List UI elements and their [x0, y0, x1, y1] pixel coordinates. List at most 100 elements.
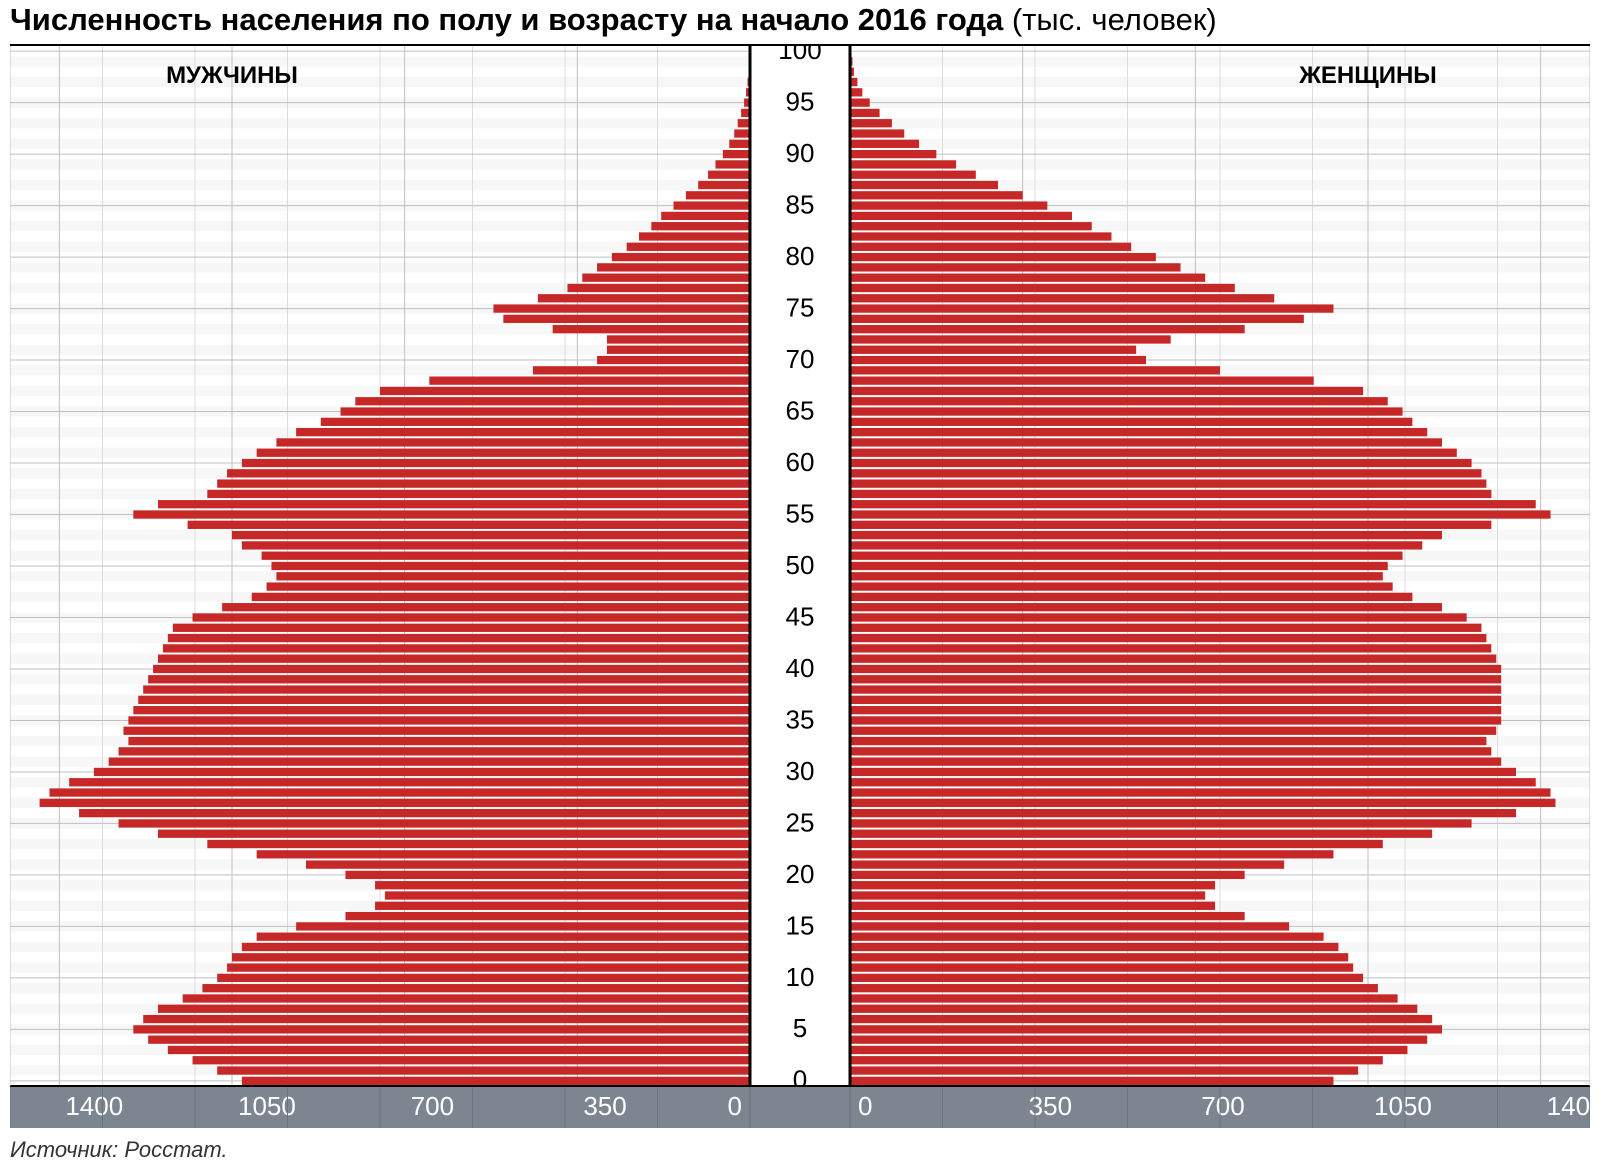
bar-men: [533, 366, 750, 374]
bar-men: [345, 912, 750, 920]
bar-men: [163, 644, 750, 652]
bar-women: [850, 799, 1555, 807]
bar-men: [257, 449, 750, 457]
bar-men: [49, 788, 750, 796]
bar-women: [850, 984, 1378, 992]
bar-women: [850, 603, 1442, 611]
bar-men: [94, 768, 750, 776]
bar-women: [850, 243, 1131, 251]
bar-women: [850, 1056, 1383, 1064]
bar-women: [850, 428, 1427, 436]
bar-women: [850, 140, 919, 148]
bar-women: [850, 150, 936, 158]
bar-men: [597, 356, 750, 364]
bar-women: [850, 706, 1501, 714]
bar-men: [133, 510, 750, 518]
bar-men: [128, 716, 750, 724]
bar-women: [850, 665, 1501, 673]
y-tick-label: 45: [786, 601, 815, 631]
bar-women: [850, 1025, 1442, 1033]
bar-women: [850, 438, 1442, 446]
bar-men: [40, 799, 750, 807]
bar-women: [850, 531, 1442, 539]
bar-women: [850, 963, 1353, 971]
bar-men: [207, 490, 750, 498]
y-tick-label: 55: [786, 498, 815, 528]
bar-men: [715, 160, 750, 168]
chart-title: Численность населения по полу и возрасту…: [10, 2, 1217, 38]
bar-men: [148, 675, 750, 683]
bar-women: [850, 191, 1023, 199]
bar-men: [123, 727, 750, 735]
bar-women: [850, 737, 1486, 745]
bar-women: [850, 294, 1274, 302]
bar-women: [850, 500, 1536, 508]
bar-men: [128, 737, 750, 745]
bar-men: [567, 284, 750, 292]
bar-women: [850, 552, 1403, 560]
bar-men: [242, 541, 750, 549]
bar-men: [708, 171, 750, 179]
bar-women: [850, 994, 1398, 1002]
bar-women: [850, 582, 1393, 590]
bar-women: [850, 613, 1467, 621]
bar-men: [612, 253, 750, 261]
bar-women: [850, 387, 1363, 395]
bar-men: [133, 706, 750, 714]
bar-men: [143, 1015, 750, 1023]
bar-men: [119, 819, 750, 827]
bar-men: [271, 562, 750, 570]
bar-men: [553, 325, 750, 333]
bar-men: [385, 891, 750, 899]
bar-men: [503, 315, 750, 323]
population-pyramid-chart: 1009590858075706560555045403530252015105…: [10, 44, 1590, 1128]
bar-women: [850, 304, 1333, 312]
x-tick-left: 350: [583, 1091, 626, 1121]
bar-women: [850, 891, 1205, 899]
bar-women: [850, 459, 1472, 467]
bar-women: [850, 747, 1491, 755]
bar-women: [850, 263, 1181, 271]
bar-men: [734, 129, 750, 137]
y-tick-label: 5: [793, 1013, 807, 1043]
bar-men: [538, 294, 750, 302]
bar-men: [639, 232, 750, 240]
y-tick-label: 10: [786, 962, 815, 992]
label-men: МУЖЧИНЫ: [166, 62, 298, 89]
y-tick-label: 70: [786, 344, 815, 374]
label-women: ЖЕНЩИНЫ: [1298, 62, 1437, 89]
bar-women: [850, 634, 1486, 642]
bar-men: [493, 304, 750, 312]
y-tick-label: 90: [786, 138, 815, 168]
bar-women: [850, 356, 1146, 364]
bar-women: [850, 933, 1324, 941]
bar-women: [850, 407, 1403, 415]
bar-women: [850, 655, 1496, 663]
bar-women: [850, 377, 1314, 385]
bar-men: [148, 1036, 750, 1044]
bar-women: [850, 232, 1111, 240]
bar-women: [850, 696, 1501, 704]
title-light: (тыс. человек): [1012, 2, 1217, 37]
bar-women: [850, 1077, 1333, 1085]
bar-men: [698, 181, 750, 189]
bar-women: [850, 222, 1092, 230]
bar-women: [850, 98, 870, 106]
bar-men: [207, 840, 750, 848]
bar-women: [850, 521, 1491, 529]
bar-women: [850, 469, 1481, 477]
y-tick-label: 85: [786, 189, 815, 219]
bar-men: [227, 963, 750, 971]
bar-men: [380, 387, 750, 395]
bar-men: [227, 469, 750, 477]
x-tick-left: 0: [728, 1091, 742, 1121]
bar-men: [79, 809, 750, 817]
bar-women: [850, 871, 1245, 879]
bar-men: [232, 531, 750, 539]
bar-men: [429, 377, 750, 385]
bar-women: [850, 160, 956, 168]
bar-men: [355, 397, 750, 405]
bar-women: [850, 212, 1072, 220]
bar-women: [850, 490, 1491, 498]
bar-men: [257, 933, 750, 941]
